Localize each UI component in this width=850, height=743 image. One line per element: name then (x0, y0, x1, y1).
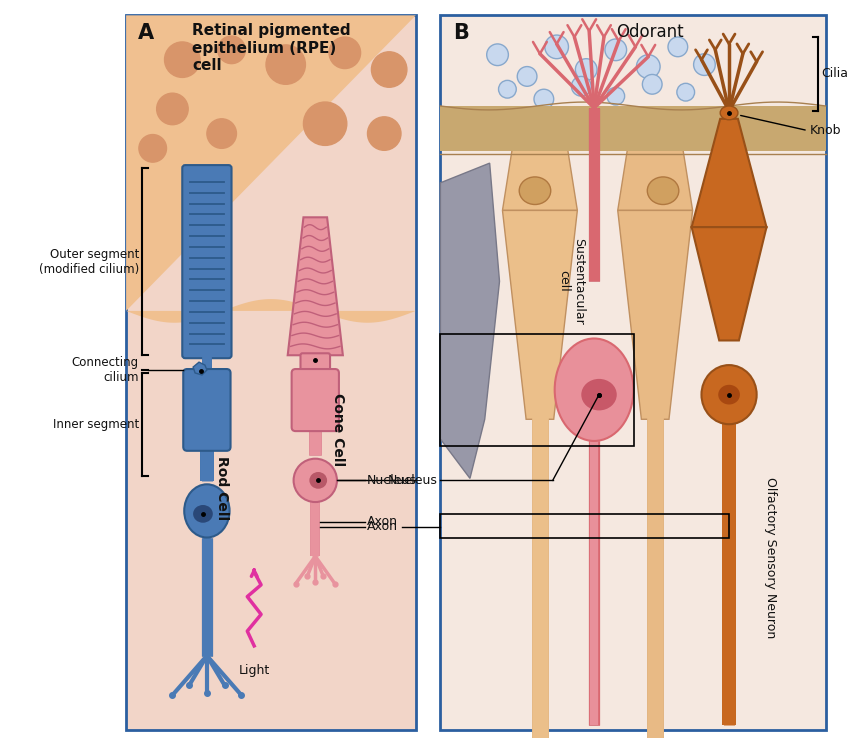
Circle shape (165, 42, 200, 77)
Text: Rod Cell: Rod Cell (215, 456, 229, 520)
Circle shape (637, 55, 660, 79)
Ellipse shape (718, 385, 740, 404)
Circle shape (303, 102, 347, 146)
Polygon shape (692, 227, 767, 340)
Text: Connecting
cilium: Connecting cilium (71, 356, 139, 384)
Polygon shape (502, 111, 577, 210)
Bar (440, 106, 825, 152)
Text: Nucleus: Nucleus (366, 474, 416, 487)
Text: B: B (453, 23, 469, 43)
Polygon shape (440, 163, 500, 478)
Ellipse shape (293, 458, 337, 502)
Circle shape (518, 67, 537, 86)
Circle shape (487, 44, 508, 65)
Ellipse shape (193, 505, 212, 523)
Ellipse shape (701, 365, 756, 424)
Ellipse shape (720, 106, 738, 120)
Text: Olfactory Sensory Neuron: Olfactory Sensory Neuron (764, 476, 777, 637)
Polygon shape (692, 119, 767, 227)
Text: Inner segment: Inner segment (53, 418, 139, 431)
Circle shape (371, 52, 407, 87)
Circle shape (694, 53, 716, 76)
Circle shape (207, 119, 236, 149)
Polygon shape (287, 217, 343, 355)
Ellipse shape (184, 484, 230, 537)
Ellipse shape (648, 177, 679, 204)
Text: Cilia: Cilia (822, 67, 848, 80)
Polygon shape (618, 111, 693, 210)
Circle shape (677, 83, 694, 101)
Text: Axon: Axon (366, 520, 398, 533)
Ellipse shape (555, 339, 633, 441)
Circle shape (367, 117, 401, 150)
Text: Nucleus: Nucleus (388, 474, 438, 487)
Bar (440, 16, 825, 730)
Ellipse shape (309, 472, 327, 489)
Circle shape (139, 134, 167, 162)
Text: Knob: Knob (810, 124, 842, 137)
Circle shape (643, 74, 662, 94)
Circle shape (605, 39, 626, 61)
Bar (440, 514, 729, 539)
Circle shape (668, 37, 688, 56)
Text: A: A (138, 23, 154, 43)
Circle shape (571, 77, 591, 96)
Ellipse shape (519, 177, 551, 204)
FancyBboxPatch shape (182, 165, 231, 358)
Circle shape (218, 36, 246, 64)
FancyBboxPatch shape (301, 353, 330, 375)
Circle shape (534, 89, 553, 109)
Circle shape (575, 59, 597, 80)
Bar (440, 334, 633, 446)
Polygon shape (618, 210, 693, 419)
Ellipse shape (581, 379, 617, 410)
Text: Retinal pigmented
epithelium (RPE)
cell: Retinal pigmented epithelium (RPE) cell (192, 23, 351, 73)
Polygon shape (193, 362, 207, 375)
Text: Axon: Axon (366, 515, 398, 528)
FancyBboxPatch shape (292, 369, 339, 431)
Text: Cone Cell: Cone Cell (331, 392, 345, 466)
Circle shape (499, 80, 516, 98)
Circle shape (266, 45, 305, 84)
Bar (126, 16, 416, 730)
Text: Odorant: Odorant (616, 23, 684, 41)
Polygon shape (126, 16, 416, 322)
Text: Light: Light (239, 663, 269, 677)
Text: Outer segment
(modified cilium): Outer segment (modified cilium) (38, 247, 139, 276)
Text: Sustentacular
cell: Sustentacular cell (558, 238, 586, 325)
Circle shape (329, 37, 360, 68)
FancyBboxPatch shape (184, 369, 230, 451)
Circle shape (156, 93, 188, 125)
Circle shape (545, 35, 569, 59)
Circle shape (607, 87, 625, 105)
Polygon shape (502, 210, 577, 419)
